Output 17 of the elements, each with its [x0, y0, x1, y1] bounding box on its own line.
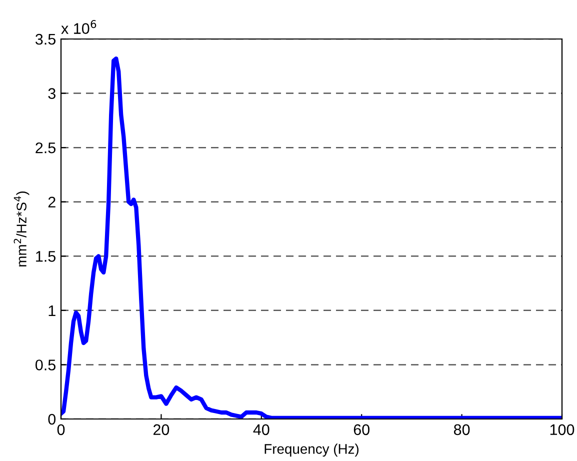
x-tick-label: 60: [354, 424, 370, 436]
y-axis-title: mm$^{2}$/Hz*S$^{4}$): [14, 192, 30, 266]
y-tick-label: 1.5: [36, 251, 56, 262]
text: x 10$^{6}$: [61, 20, 96, 34]
x-tick-label: 20: [153, 424, 170, 436]
y-tick-label: 0: [48, 414, 56, 425]
y-tick-label: 1: [48, 305, 56, 316]
x-axis-title: Frequency (Hz): [264, 444, 358, 457]
y-tick-label: 2.5: [36, 142, 56, 154]
y-tick-label: 3.5: [35, 34, 56, 45]
x-tick-label: 0: [57, 424, 65, 436]
y-tick-label: 0.5: [36, 360, 56, 370]
x-tick-label: 100: [550, 424, 574, 436]
y-tick-label: 2: [48, 196, 56, 208]
y-tick-label: 3: [48, 88, 56, 99]
x-tick-label: 80: [454, 424, 470, 436]
x-tick-label: 40: [253, 424, 270, 436]
